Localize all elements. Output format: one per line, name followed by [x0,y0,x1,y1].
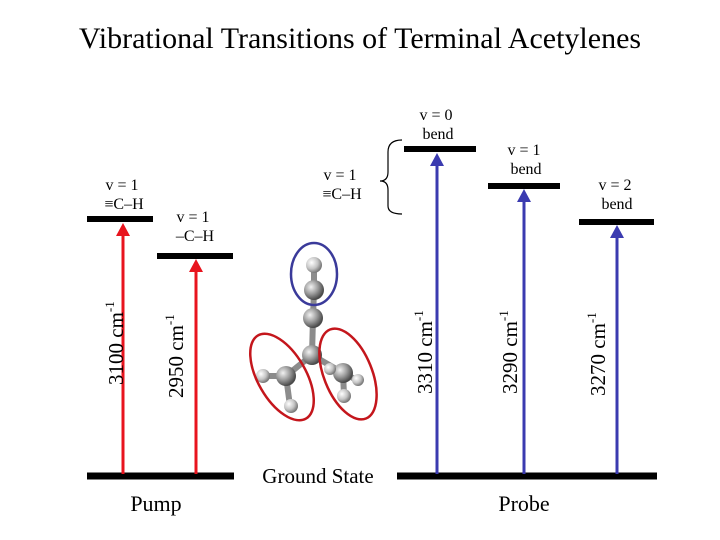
ground-state-label: Ground State [262,464,373,488]
label-ch-alkyl: v = 1 –C–H [175,209,215,245]
highlight-ellipse-methyl-right [318,327,378,421]
diagram-title: Vibrational Transitions of Terminal Acet… [79,22,641,55]
probe-arrow-3270 [610,225,624,474]
label-bend-1: v = 1 bend [507,142,544,178]
label-bend-0-mode: bend [422,126,453,143]
highlight-ellipse-methyl-left [249,332,315,422]
atom-c-methyl-right [333,363,353,383]
atom-h-left-1 [256,369,270,383]
label-ch-alkyl-v: v = 1 [176,209,209,226]
label-bend-0: v = 0 bend [419,107,456,143]
atom-c-internal [303,308,323,328]
label-ch-alkyl-mode: –C–H [175,228,215,245]
label-bracket-v: v = 1 [323,167,356,184]
molecule-model [256,257,364,413]
label-ch-acetylenic-mode: ≡C–H [104,196,144,213]
transition-label-3270: 3270 cm-1 [584,312,610,396]
label-bend-2-mode: bend [601,196,632,213]
atom-h-right-3 [337,389,351,403]
pump-label: Pump [130,491,181,516]
transition-label-2950: 2950 cm-1 [162,314,188,398]
probe-label: Probe [498,491,549,516]
label-ch-acetylenic: v = 1 ≡C–H [104,177,144,213]
label-bend-2: v = 2 bend [598,177,635,213]
atom-h-right-2 [352,374,364,386]
bracket-brace [379,139,403,215]
label-bracket-mode: ≡C–H [322,186,362,203]
label-bend-0-v: v = 0 [419,107,452,124]
highlight-ellipse-acetylenic-ch [289,241,339,307]
pump-arrow-2950 [189,259,203,474]
atom-c-terminal [304,280,324,300]
probe-arrow-3290 [517,189,531,474]
probe-arrow-3310 [430,153,444,474]
pump-arrow-3100 [116,223,130,474]
atom-c-methyl-left [276,366,296,386]
transition-label-3290: 3290 cm-1 [496,310,522,394]
label-bend-1-mode: bend [510,161,541,178]
atom-h-left-2 [284,399,298,413]
label-bend-2-v: v = 2 [598,177,631,194]
label-ch-acetylenic-v: v = 1 [105,177,138,194]
transition-label-3310: 3310 cm-1 [411,310,437,394]
label-bend-1-v: v = 1 [507,142,540,159]
atom-h-terminal [306,257,322,273]
atom-h-right-1 [324,363,336,375]
transition-label-3100: 3100 cm-1 [102,301,128,385]
label-bracket: v = 1 ≡C–H [322,167,362,203]
atom-c-central [302,345,322,365]
